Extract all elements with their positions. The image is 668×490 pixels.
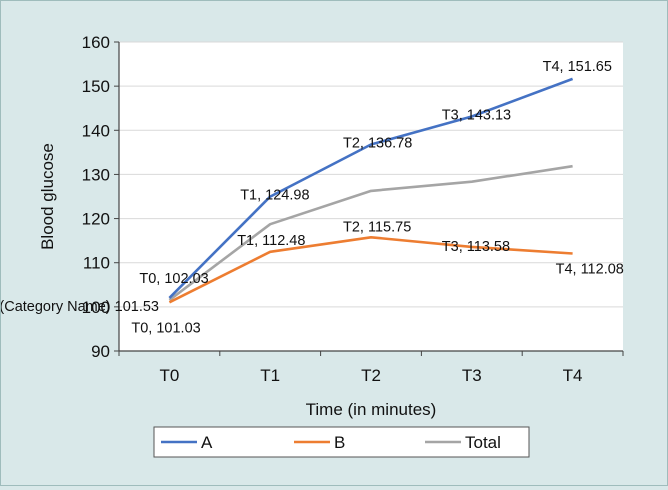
x-tick-label: T4 <box>563 366 583 385</box>
y-tick-label: 90 <box>91 342 110 361</box>
x-axis-title: Time (in minutes) <box>306 400 437 419</box>
x-tick-label: T1 <box>260 366 280 385</box>
y-tick-label: 150 <box>82 77 110 96</box>
y-tick-label: 130 <box>82 165 110 184</box>
data-label: (Category Name) 101.53 <box>1 299 159 315</box>
series-line-b <box>168 236 573 304</box>
y-tick-label: 160 <box>82 33 110 52</box>
data-label: T1, 124.98 <box>240 188 309 204</box>
data-label: T4, 112.08 <box>556 262 624 278</box>
y-axis-title: Blood glucose <box>38 143 57 250</box>
data-label: T0, 101.03 <box>131 320 200 336</box>
data-label: T3, 143.13 <box>442 107 511 123</box>
data-label: T3, 113.58 <box>442 239 510 255</box>
legend-box <box>153 426 530 458</box>
data-label: T2, 115.75 <box>343 219 411 235</box>
y-tick-label: 100 <box>82 298 110 317</box>
y-tick-label: 120 <box>82 210 110 229</box>
plot-area <box>119 42 623 351</box>
data-label: T0, 102.03 <box>139 271 208 287</box>
x-tick-label: T3 <box>462 366 482 385</box>
series-line-a <box>168 77 574 299</box>
y-tick-label: 140 <box>82 121 110 140</box>
series-line-total <box>168 164 573 302</box>
legend-label-total: Total <box>465 433 501 452</box>
legend-label-a: A <box>201 433 213 452</box>
x-tick-label: T2 <box>361 366 381 385</box>
legend-label-b: B <box>334 433 345 452</box>
x-tick-label: T0 <box>159 366 179 385</box>
data-label: T4, 151.65 <box>543 59 612 75</box>
y-tick-label: 110 <box>83 254 110 273</box>
data-label: T1, 112.48 <box>237 233 305 249</box>
data-label: T2, 136.78 <box>343 135 412 151</box>
